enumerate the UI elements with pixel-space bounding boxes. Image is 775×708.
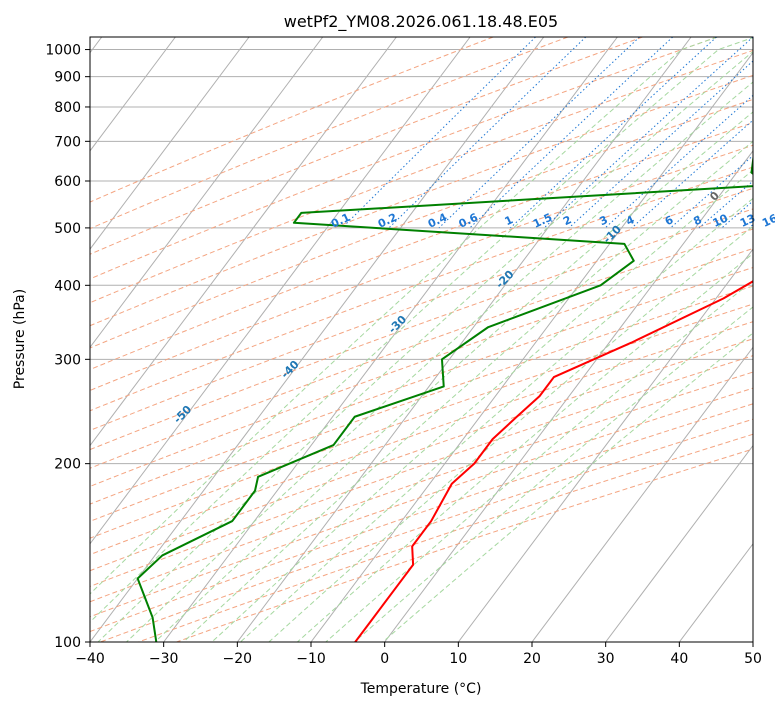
dry-adiabat bbox=[90, 74, 753, 327]
x-tick-label: 30 bbox=[597, 651, 615, 667]
dry-adiabat bbox=[90, 338, 753, 572]
isotherm-line bbox=[457, 248, 753, 642]
y-tick-label: 500 bbox=[54, 221, 81, 237]
isotherm-line bbox=[605, 444, 753, 642]
mixing-ratio-line bbox=[568, 60, 753, 229]
chart-title: wetPf2_YM08.2026.061.18.48.E05 bbox=[284, 12, 558, 32]
dewpoint-profile bbox=[136, 153, 753, 642]
dry-adiabat bbox=[90, 37, 718, 280]
x-tick-label: 20 bbox=[523, 651, 541, 667]
moist-adiabat bbox=[211, 169, 753, 642]
x-axis: −40 −30 −20 −10 0 10 20 30 40 50 bbox=[75, 642, 762, 667]
mixing-ratio-label: 10 bbox=[711, 211, 731, 229]
y-tick-label: 100 bbox=[54, 635, 81, 651]
x-tick-label: 0 bbox=[380, 651, 389, 667]
isotherm-line bbox=[90, 37, 176, 152]
moist-adiabat bbox=[97, 50, 753, 642]
y-tick-label: 400 bbox=[54, 278, 81, 294]
x-tick-label: −30 bbox=[149, 651, 179, 667]
moist-adiabat bbox=[353, 306, 753, 642]
x-tick-label: 50 bbox=[744, 651, 762, 667]
moist-adiabat bbox=[268, 225, 753, 642]
dry-adiabat bbox=[90, 144, 753, 391]
isotherm-line bbox=[90, 37, 397, 447]
isotherm-line bbox=[384, 150, 753, 642]
dry-adiabat bbox=[90, 355, 753, 587]
x-axis-label: Temperature (°C) bbox=[360, 681, 482, 697]
series-layer bbox=[136, 153, 753, 642]
mixing-ratio-line bbox=[543, 37, 753, 229]
isotherm-line bbox=[90, 37, 324, 349]
moist-adiabat bbox=[90, 37, 718, 595]
mixing-ratio-label: 16 bbox=[760, 211, 775, 229]
isotherm-line bbox=[531, 346, 753, 642]
y-tick-label: 900 bbox=[54, 70, 81, 86]
dry-adiabat bbox=[90, 37, 643, 255]
x-tick-label: −20 bbox=[223, 651, 253, 667]
mixing-ratio-line bbox=[670, 154, 753, 229]
isotherm-line bbox=[90, 37, 250, 250]
dry-adiabat bbox=[90, 49, 753, 304]
grid-layer bbox=[90, 37, 753, 642]
dry-adiabat bbox=[90, 387, 753, 618]
y-tick-label: 700 bbox=[54, 134, 81, 150]
isotherm-line bbox=[90, 37, 471, 545]
y-tick-label: 300 bbox=[54, 352, 81, 368]
x-tick-label: −40 bbox=[75, 651, 105, 667]
dry-adiabat bbox=[90, 321, 753, 556]
mixing-ratio-line bbox=[388, 37, 587, 229]
dry-adiabat bbox=[90, 98, 753, 349]
dry-adiabat bbox=[90, 166, 753, 412]
y-axis-label: Pressure (hPa) bbox=[12, 289, 28, 389]
y-axis: 100 200 300 400 500 600 700 800 900 1000 bbox=[45, 43, 90, 651]
y-tick-label: 800 bbox=[54, 100, 81, 116]
moist-adiabat bbox=[183, 140, 753, 642]
dry-adiabat bbox=[90, 187, 753, 431]
isotherm-line bbox=[236, 37, 692, 642]
dry-adiabat bbox=[90, 37, 494, 203]
x-tick-label: 40 bbox=[670, 651, 688, 667]
isotherm-line bbox=[310, 51, 753, 642]
moist-adiabat bbox=[90, 37, 753, 623]
plot-frame bbox=[89, 36, 754, 643]
y-tick-label: 600 bbox=[54, 174, 81, 190]
isotherm-line bbox=[163, 37, 618, 642]
x-tick-label: 10 bbox=[449, 651, 467, 667]
y-tick-label: 200 bbox=[54, 457, 81, 473]
temperature-profile bbox=[354, 280, 753, 642]
moist-adiabat bbox=[325, 279, 753, 642]
x-tick-label: −10 bbox=[296, 651, 326, 667]
isotherm-line bbox=[90, 37, 545, 642]
y-tick-label: 1000 bbox=[45, 43, 81, 59]
moist-adiabat bbox=[154, 111, 753, 642]
dry-adiabat bbox=[90, 371, 753, 603]
moist-adiabat bbox=[126, 81, 753, 642]
